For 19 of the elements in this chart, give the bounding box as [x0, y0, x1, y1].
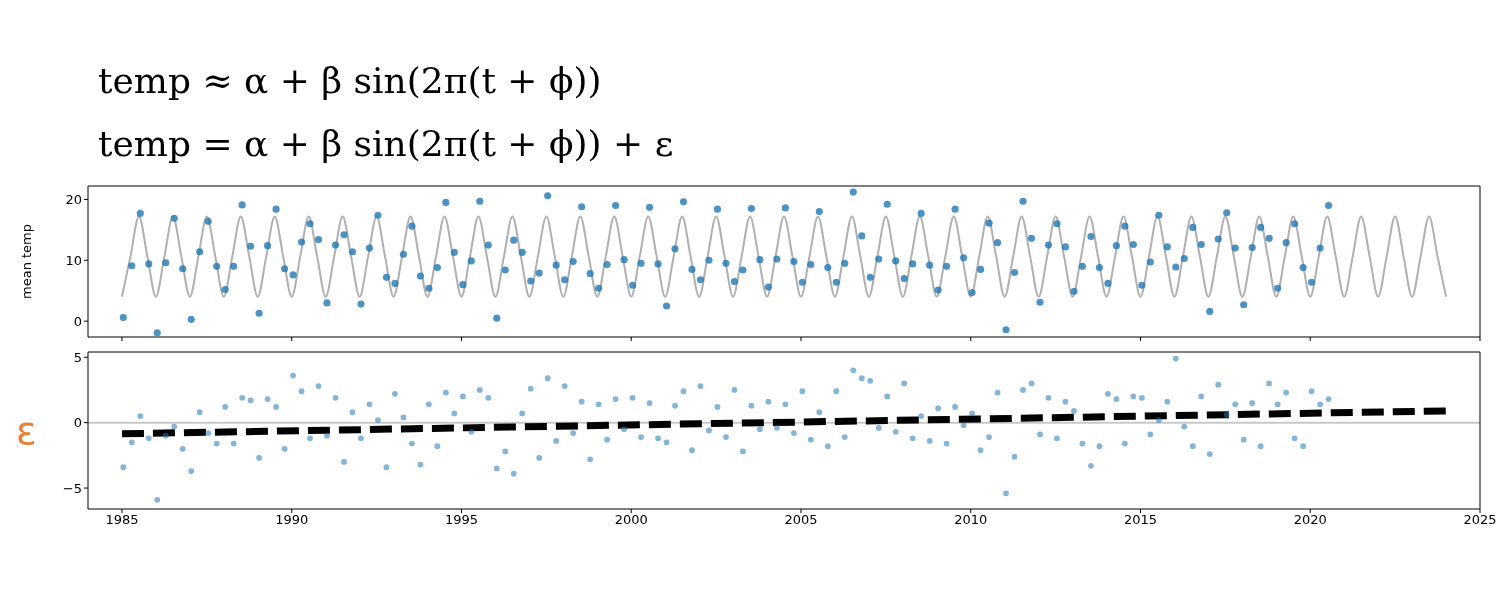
chart-title: temp ≈ α + β sin(2π(t + ϕ))	[98, 60, 602, 101]
x-tick-label: 2025	[1463, 512, 1497, 528]
y-tick-label: −5	[62, 480, 82, 496]
x-tick-label: 2020	[1293, 512, 1327, 528]
x-tick-label: 2000	[614, 512, 648, 528]
y-tick-label: 0	[73, 313, 82, 329]
x-tick-label: 2010	[954, 512, 988, 528]
y-tick-label: 20	[65, 192, 82, 208]
chart-subtitle: temp = α + β sin(2π(t + ϕ)) + ε	[98, 123, 674, 164]
x-tick-label: 1985	[105, 512, 139, 528]
x-tick-label: 1990	[275, 512, 309, 528]
x-tick-label: 2015	[1123, 512, 1158, 528]
y-tick-label: 10	[65, 252, 82, 268]
y-tick-label: 5	[73, 349, 82, 365]
y-axis-title: ε	[16, 408, 37, 453]
y-tick-label: 0	[73, 415, 82, 431]
x-tick-label: 1995	[444, 512, 479, 528]
x-tick-label: 2005	[784, 512, 818, 528]
y-axis-title: mean temp	[18, 223, 34, 300]
